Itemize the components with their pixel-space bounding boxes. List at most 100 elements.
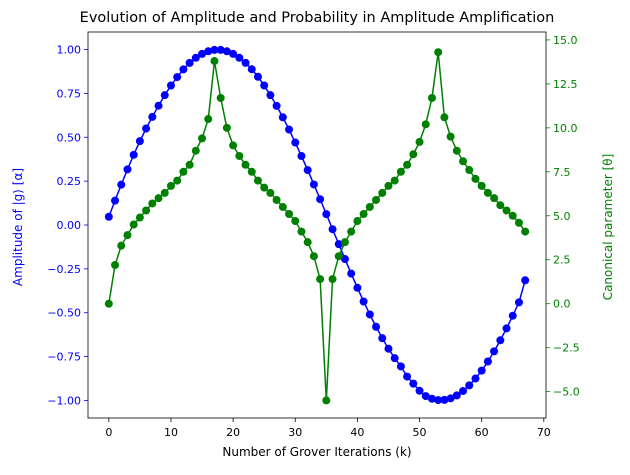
right-y-tick-label: 15.0 — [553, 34, 578, 47]
amplitude-data-point — [459, 386, 468, 395]
theta-data-point — [272, 195, 281, 204]
right-y-tick-label: 12.5 — [553, 78, 578, 91]
theta-data-point — [502, 206, 511, 215]
theta-data-point — [216, 93, 225, 102]
theta-data-point — [148, 199, 157, 208]
theta-data-point — [378, 188, 387, 197]
theta-data-point — [111, 261, 120, 270]
amplitude-data-point — [365, 310, 374, 319]
theta-data-point — [160, 188, 169, 197]
amplitude-data-point — [490, 347, 499, 356]
amplitude-data-point — [260, 81, 269, 90]
theta-data-point — [409, 150, 418, 159]
amplitude-data-point — [514, 298, 523, 307]
amplitude-data-point — [266, 91, 275, 100]
left-y-tick-label: 0.25 — [57, 175, 82, 188]
amplitude-data-point — [111, 196, 120, 205]
theta-data-point — [353, 217, 362, 226]
plot-area — [104, 45, 530, 405]
amplitude-data-point — [421, 392, 430, 401]
amplitude-data-point — [427, 394, 436, 403]
theta-data-point — [142, 206, 151, 215]
x-tick-label: 0 — [105, 426, 112, 439]
amplitude-data-point — [135, 137, 144, 146]
amplitude-data-point — [179, 65, 188, 74]
left-y-tick-label: −1.00 — [47, 394, 81, 407]
theta-data-point — [285, 210, 294, 219]
theta-data-point — [328, 275, 337, 284]
theta-data-point — [247, 167, 256, 176]
amplitude-data-point — [210, 45, 219, 54]
theta-data-point — [191, 146, 200, 155]
theta-data-point — [384, 181, 393, 190]
x-tick-label: 30 — [288, 426, 302, 439]
theta-data-point — [372, 195, 381, 204]
left-y-tick-label: 1.00 — [57, 44, 82, 57]
theta-data-point — [297, 227, 306, 236]
right-y-tick-label: 10.0 — [553, 122, 578, 135]
theta-data-point — [365, 202, 374, 211]
amplitude-data-point — [446, 394, 455, 403]
amplitude-data-point — [166, 81, 175, 90]
amplitude-data-point — [253, 72, 262, 81]
amplitude-data-point — [216, 45, 225, 54]
amplitude-data-point — [508, 311, 517, 320]
right-y-axis-label: Canonical parameter [θ] — [601, 154, 615, 301]
amplitude-data-point — [384, 344, 393, 353]
theta-data-point — [104, 299, 113, 308]
amplitude-data-point — [241, 58, 250, 67]
amplitude-data-point — [222, 47, 231, 56]
left-y-tick-label: 0.00 — [57, 219, 82, 232]
theta-data-point — [166, 181, 175, 190]
theta-data-point — [465, 166, 474, 175]
x-tick-label: 50 — [413, 426, 427, 439]
theta-data-point — [135, 213, 144, 222]
left-y-tick-label: −0.50 — [47, 307, 81, 320]
amplitude-data-point — [142, 124, 151, 133]
x-tick-label: 60 — [475, 426, 489, 439]
amplitude-data-point — [396, 362, 405, 371]
theta-data-point — [521, 227, 530, 236]
amplitude-data-point — [359, 297, 368, 306]
theta-data-point — [185, 160, 194, 169]
theta-data-point — [266, 188, 275, 197]
amplitude-data-point — [390, 354, 399, 363]
amplitude-data-point — [521, 276, 530, 285]
left-y-tick-label: 0.75 — [57, 87, 82, 100]
amplitude-data-point — [378, 334, 387, 343]
theta-data-point — [440, 113, 449, 122]
chart-title: Evolution of Amplitude and Probability i… — [80, 10, 555, 26]
amplitude-data-point — [285, 125, 294, 134]
amplitude-data-point — [278, 113, 287, 122]
theta-data-point — [309, 252, 318, 261]
amplitude-data-point — [297, 152, 306, 161]
right-y-tick-label: 2.5 — [553, 254, 571, 267]
theta-data-point — [316, 275, 325, 284]
amplitude-data-point — [309, 180, 318, 189]
amplitude-data-point — [204, 47, 213, 56]
theta-data-point — [452, 146, 461, 155]
amplitude-data-point — [129, 150, 138, 159]
amplitude-data-point — [483, 357, 492, 366]
left-y-tick-label: −0.25 — [47, 263, 81, 276]
amplitude-data-point — [272, 101, 281, 110]
right-y-tick-label: 5.0 — [553, 210, 571, 223]
theta-data-point — [222, 123, 231, 132]
x-tick-label: 20 — [226, 426, 240, 439]
theta-data-point — [229, 141, 238, 150]
amplitude-data-point — [316, 195, 325, 204]
x-axis-label: Number of Grover Iterations (k) — [222, 445, 411, 459]
amplitude-data-point — [191, 53, 200, 62]
left-y-axis-label: Amplitude of |g⟩ [α] — [11, 168, 25, 286]
amplitude-data-point — [465, 381, 474, 390]
theta-data-point — [496, 201, 505, 210]
amplitude-data-point — [440, 395, 449, 404]
x-tick-label: 40 — [350, 426, 364, 439]
theta-data-point — [117, 241, 126, 250]
amplitude-data-point — [496, 336, 505, 345]
amplitude-data-point — [148, 112, 157, 121]
amplitude-data-point — [409, 379, 418, 388]
amplitude-data-point — [173, 73, 182, 82]
amplitude-data-point — [328, 225, 337, 234]
right-y-tick-label: −2.5 — [553, 342, 580, 355]
